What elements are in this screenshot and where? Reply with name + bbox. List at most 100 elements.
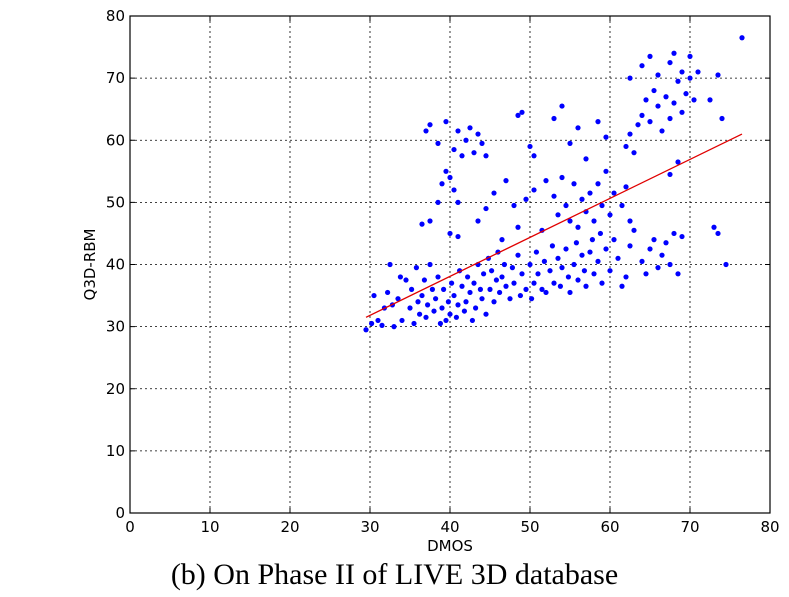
data-point bbox=[619, 202, 625, 209]
data-point bbox=[683, 91, 689, 97]
data-point bbox=[369, 320, 375, 327]
data-point bbox=[363, 327, 369, 333]
data-point bbox=[419, 292, 425, 299]
data-point bbox=[467, 289, 473, 296]
x-tick-label: 20 bbox=[280, 518, 299, 536]
data-point bbox=[399, 317, 405, 324]
data-point bbox=[531, 280, 537, 286]
data-point bbox=[433, 296, 439, 302]
x-axis-label: DMOS bbox=[427, 537, 473, 555]
data-point bbox=[595, 181, 601, 187]
data-point bbox=[531, 153, 537, 159]
data-point bbox=[443, 317, 449, 324]
data-point bbox=[541, 258, 548, 264]
data-point bbox=[671, 230, 677, 237]
data-point bbox=[587, 190, 593, 196]
data-point bbox=[567, 289, 573, 296]
data-point bbox=[489, 268, 495, 274]
data-point bbox=[455, 128, 461, 134]
data-point bbox=[511, 280, 517, 286]
data-point bbox=[595, 258, 601, 264]
data-points bbox=[363, 35, 745, 333]
data-point bbox=[627, 218, 633, 224]
data-point bbox=[455, 199, 461, 205]
data-point bbox=[391, 324, 397, 330]
data-point bbox=[655, 103, 661, 109]
data-point bbox=[473, 305, 479, 311]
data-point bbox=[435, 199, 441, 205]
data-point bbox=[707, 97, 713, 103]
data-point bbox=[671, 100, 677, 106]
data-point bbox=[511, 202, 517, 209]
data-point bbox=[483, 311, 489, 317]
data-point bbox=[427, 261, 433, 268]
data-point bbox=[551, 115, 557, 122]
data-point bbox=[719, 115, 725, 122]
data-point bbox=[575, 125, 581, 131]
data-point bbox=[567, 140, 573, 146]
data-point bbox=[687, 75, 693, 81]
data-point bbox=[471, 150, 477, 156]
data-point bbox=[559, 174, 565, 181]
data-point bbox=[543, 178, 549, 184]
data-point bbox=[463, 137, 469, 143]
y-tick-label: 60 bbox=[106, 131, 125, 149]
data-point bbox=[579, 252, 585, 258]
data-point bbox=[487, 286, 493, 292]
data-point bbox=[483, 205, 489, 212]
y-tick-label: 70 bbox=[106, 69, 125, 87]
data-point bbox=[611, 237, 617, 243]
data-point bbox=[643, 97, 649, 103]
data-point bbox=[591, 271, 597, 277]
data-point bbox=[455, 302, 461, 308]
data-point bbox=[687, 53, 693, 59]
data-point bbox=[529, 296, 535, 302]
y-tick-label: 20 bbox=[106, 380, 125, 398]
x-tick-label: 50 bbox=[520, 518, 539, 536]
data-point bbox=[675, 159, 681, 165]
data-point bbox=[667, 261, 673, 268]
data-point bbox=[549, 243, 556, 249]
data-point bbox=[611, 190, 617, 196]
data-point bbox=[413, 265, 419, 271]
data-point bbox=[571, 261, 577, 268]
data-point bbox=[447, 230, 453, 237]
data-point bbox=[579, 196, 585, 202]
data-point bbox=[519, 271, 525, 277]
data-point bbox=[431, 308, 437, 314]
data-point bbox=[523, 286, 529, 292]
data-point bbox=[435, 140, 441, 146]
data-point bbox=[409, 286, 415, 292]
data-point bbox=[559, 265, 565, 271]
data-point bbox=[573, 240, 580, 246]
data-point bbox=[599, 202, 605, 209]
data-point bbox=[655, 72, 661, 78]
data-point bbox=[623, 274, 629, 280]
data-point bbox=[451, 292, 457, 299]
data-point bbox=[565, 274, 572, 280]
data-point bbox=[429, 286, 435, 292]
data-point bbox=[423, 128, 429, 134]
data-point bbox=[441, 286, 447, 292]
data-point bbox=[619, 283, 625, 289]
data-point bbox=[471, 280, 477, 286]
data-point bbox=[449, 280, 455, 286]
data-point bbox=[639, 258, 645, 264]
data-point bbox=[711, 224, 717, 230]
data-point bbox=[623, 184, 629, 190]
data-point bbox=[599, 280, 605, 286]
data-point bbox=[479, 140, 485, 146]
x-tick-label: 70 bbox=[680, 518, 699, 536]
data-point bbox=[615, 255, 621, 261]
data-point bbox=[461, 308, 467, 314]
data-point bbox=[437, 320, 443, 327]
data-point bbox=[555, 255, 561, 261]
data-point bbox=[425, 302, 431, 308]
data-point bbox=[407, 305, 413, 311]
data-point bbox=[643, 271, 649, 277]
x-tick-label: 30 bbox=[360, 518, 379, 536]
data-point bbox=[411, 320, 417, 327]
data-point bbox=[647, 53, 653, 59]
data-point bbox=[723, 261, 729, 268]
